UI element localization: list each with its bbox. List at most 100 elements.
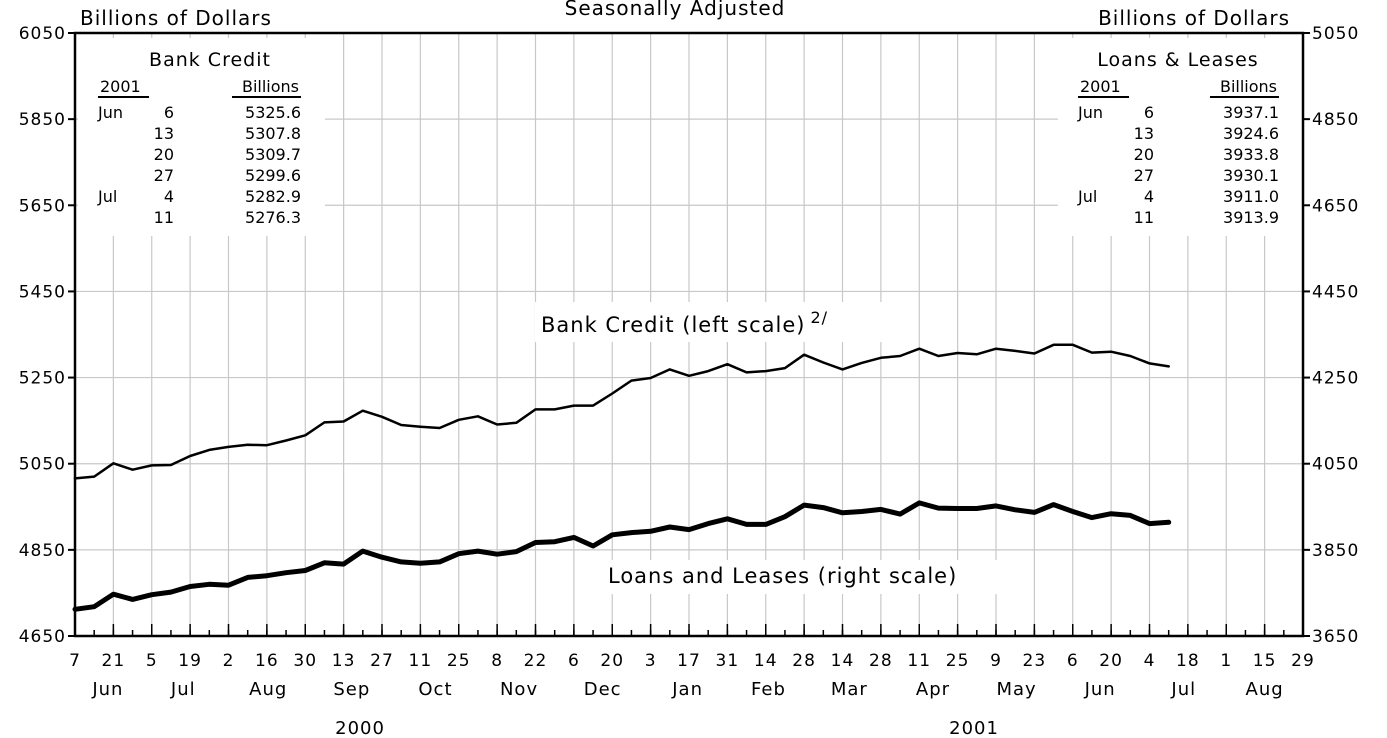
loans-table-bg <box>1058 38 1302 236</box>
x-tick-label: 31 <box>716 651 740 671</box>
month-label: Jul <box>170 679 196 700</box>
table-row-value: 3937.1 <box>1223 103 1279 122</box>
x-tick-label: 20 <box>600 651 624 671</box>
table-row-value: 3933.8 <box>1223 145 1279 164</box>
loans-label-bg <box>600 560 1020 594</box>
x-tick-label: 2 <box>223 651 235 671</box>
x-tick-label: 28 <box>792 651 816 671</box>
month-label: Jun <box>1084 679 1116 700</box>
bank-credit-table: Bank Credit 2001 Billions Jun 6 5325.6 13 53… <box>97 49 301 227</box>
table-row-day: 27 <box>1134 166 1154 185</box>
x-tick-label: 29 <box>1291 651 1315 671</box>
table-row-day: 11 <box>1134 208 1154 227</box>
axes: 4650485050505250545056505850605036503850… <box>19 24 1359 738</box>
x-tick-label: 13 <box>332 651 356 671</box>
loans-series-label: Loans and Leases (right scale) <box>608 564 957 588</box>
month-label: Jun <box>91 679 123 700</box>
table-row-value: 5276.3 <box>245 208 301 227</box>
month-label: Jul <box>1170 679 1196 700</box>
x-tick-label: 9 <box>990 651 1002 671</box>
left-tick-label: 4850 <box>19 541 66 561</box>
right-tick-label: 3650 <box>1312 627 1359 647</box>
table-row-value: 5309.7 <box>245 145 301 164</box>
x-tick-label: 14 <box>754 651 778 671</box>
table-row-value: 5325.6 <box>245 103 301 122</box>
x-tick-label: 5 <box>146 651 158 671</box>
right-tick-label: 4250 <box>1312 369 1359 389</box>
table-row-day: 27 <box>154 166 174 185</box>
month-label: Feb <box>751 679 786 700</box>
bank-credit-series-label: Bank Credit (left scale) 2/ <box>541 308 828 337</box>
x-tick-label: 14 <box>831 651 855 671</box>
left-tick-label: 6050 <box>19 24 66 44</box>
month-label: Mar <box>831 679 868 700</box>
x-tick-label: 11 <box>907 651 931 671</box>
x-tick-label: 22 <box>524 651 548 671</box>
year-label-2000: 2000 <box>335 718 385 738</box>
loans-table: Loans & Leases 2001 Billions Jun 6 3937.1 1… <box>1077 49 1279 227</box>
table-row-value: 3924.6 <box>1223 124 1279 143</box>
table-row-day: 4 <box>164 187 174 206</box>
bank-credit-footnote: 2/ <box>810 308 828 327</box>
table-row-month: Jul <box>97 187 117 206</box>
month-label: Jan <box>671 679 703 700</box>
table-row-day: 13 <box>1134 124 1154 143</box>
x-tick-label: 30 <box>293 651 317 671</box>
table-row-month: Jun <box>1077 103 1103 122</box>
table-row-value: 3911.0 <box>1223 187 1279 206</box>
x-tick-label: 18 <box>1176 651 1200 671</box>
bank-credit-series-label-text: Bank Credit (left scale) <box>541 313 805 337</box>
table-row-day: 13 <box>154 124 174 143</box>
table-row-value: 5307.8 <box>245 124 301 143</box>
x-tick-label: 17 <box>677 651 701 671</box>
x-tick-label: 4 <box>1144 651 1156 671</box>
right-tick-label: 5050 <box>1312 24 1359 44</box>
left-tick-label: 5450 <box>19 282 66 302</box>
x-tick-label: 20 <box>1099 651 1123 671</box>
right-tick-label: 4450 <box>1312 282 1359 302</box>
left-tick-label: 5650 <box>19 196 66 216</box>
month-label: Dec <box>584 679 622 700</box>
left-axis-title: Billions of Dollars <box>80 6 272 30</box>
table-row-value: 5282.9 <box>245 187 301 206</box>
bank-credit-table-title: Bank Credit <box>149 49 271 71</box>
bank-credit-line <box>73 343 1170 480</box>
left-tick-label: 4650 <box>19 627 66 647</box>
x-tick-label: 15 <box>1253 651 1277 671</box>
year-label-2001: 2001 <box>949 718 999 738</box>
month-label: Aug <box>249 679 287 700</box>
right-tick-label: 4850 <box>1312 110 1359 130</box>
loans-table-year: 2001 <box>1080 77 1121 96</box>
month-label: Apr <box>916 679 950 700</box>
right-tick-label: 4650 <box>1312 196 1359 216</box>
left-tick-label: 5850 <box>19 110 66 130</box>
x-tick-label: 7 <box>69 651 81 671</box>
loans-table-title: Loans & Leases <box>1097 49 1258 71</box>
x-tick-label: 23 <box>1023 651 1047 671</box>
table-row-day: 11 <box>154 208 174 227</box>
x-tick-label: 27 <box>370 651 394 671</box>
table-row-month: Jul <box>1077 187 1097 206</box>
x-tick-label: 25 <box>447 651 471 671</box>
left-tick-label: 5250 <box>19 369 66 389</box>
month-label: Aug <box>1246 679 1284 700</box>
bank-credit-label-bg <box>535 302 895 342</box>
bank-credit-table-bg <box>78 38 325 236</box>
table-row-day: 20 <box>1134 145 1154 164</box>
left-tick-label: 5050 <box>19 455 66 475</box>
x-tick-label: 11 <box>409 651 433 671</box>
right-tick-label: 4050 <box>1312 455 1359 475</box>
loans-table-col-label: Billions <box>1220 77 1277 96</box>
table-row-value: 5299.6 <box>245 166 301 185</box>
x-tick-label: 8 <box>491 651 503 671</box>
table-row-day: 4 <box>1144 187 1154 206</box>
table-row-value: 3930.1 <box>1223 166 1279 185</box>
x-tick-label: 19 <box>178 651 202 671</box>
month-label: May <box>996 679 1036 700</box>
right-axis-title: Billions of Dollars <box>1098 6 1290 30</box>
x-tick-label: 28 <box>869 651 893 671</box>
x-tick-label: 1 <box>1220 651 1232 671</box>
table-row-day: 6 <box>1144 103 1154 122</box>
month-label: Nov <box>500 679 538 700</box>
